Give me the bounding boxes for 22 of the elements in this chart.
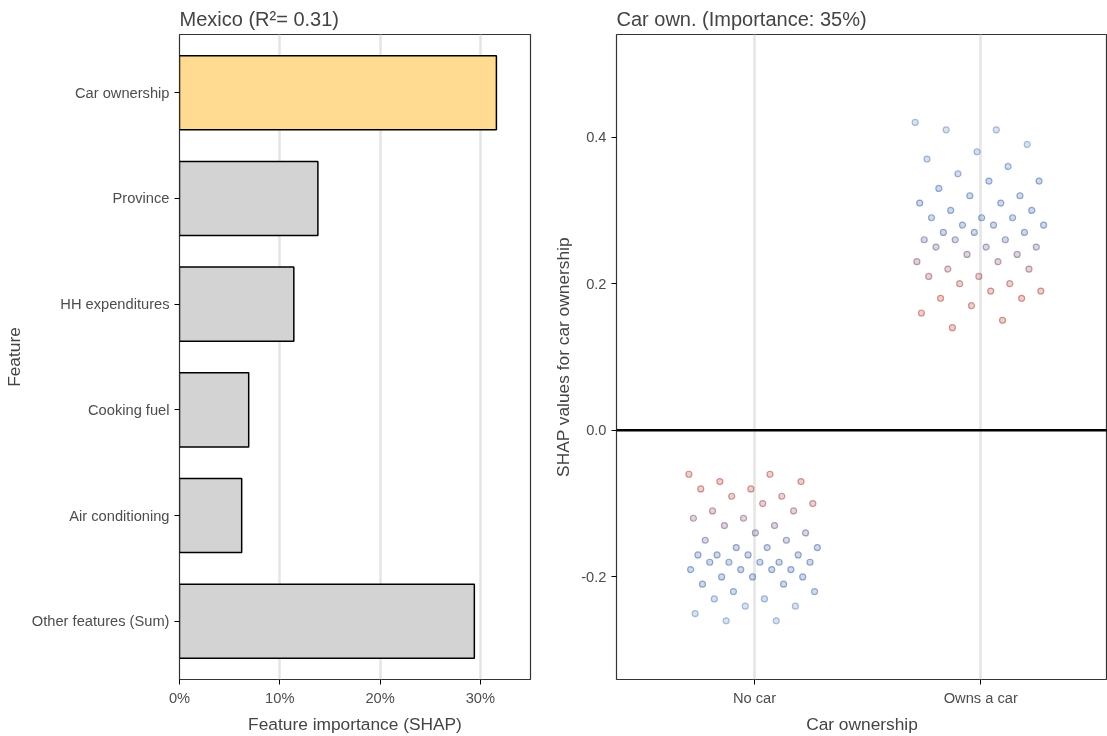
y-tick-label: 0.2 xyxy=(586,275,607,292)
x-tick-label: 30% xyxy=(465,689,496,706)
x-tick-label: 10% xyxy=(265,689,295,706)
y-tick-label: 0.4 xyxy=(586,129,607,146)
x-axis-title: Car ownership xyxy=(806,713,918,734)
y-tick-label: 0.0 xyxy=(586,422,607,439)
x-tick-label: 0% xyxy=(168,689,191,706)
x-tick-label: Owns a car xyxy=(943,689,1018,706)
y-tick-label: Cooking fuel xyxy=(88,401,170,418)
y-tick-label: Car ownership xyxy=(75,84,170,101)
y-tick-label: Air conditioning xyxy=(69,507,170,524)
x-tick-label: No car xyxy=(732,689,777,706)
y-axis-title: SHAP values for car ownership xyxy=(553,237,574,477)
y-tick-label: -0.2 xyxy=(581,568,607,585)
x-tick-label: 20% xyxy=(365,689,395,706)
y-tick-label: HH expenditures xyxy=(60,296,170,313)
x-axis-title: Feature importance (SHAP) xyxy=(248,713,462,734)
y-tick-label: Province xyxy=(112,190,170,207)
y-axis-title: Feature xyxy=(3,327,24,387)
chart-title: Mexico (R²= 0.31) xyxy=(179,7,339,30)
y-tick-label: Other features (Sum) xyxy=(31,613,170,630)
chart-title: Car own. (Importance: 35%) xyxy=(616,7,867,30)
